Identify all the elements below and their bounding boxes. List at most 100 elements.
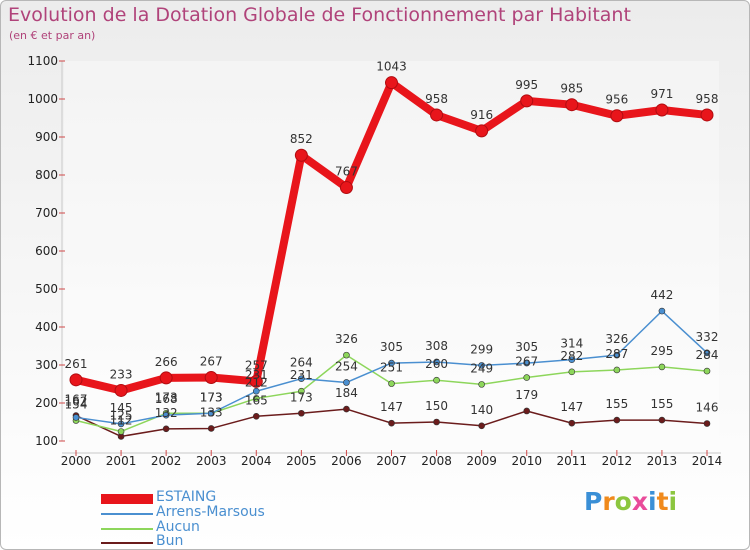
data-label: 168 xyxy=(155,392,178,406)
data-label: 326 xyxy=(335,332,358,346)
data-label: 260 xyxy=(425,357,448,371)
data-point xyxy=(298,387,305,395)
data-point xyxy=(343,405,350,413)
data-label: 267 xyxy=(515,355,538,369)
data-point xyxy=(388,359,395,367)
x-tick-label: 2014 xyxy=(692,454,723,468)
data-label: 212 xyxy=(245,375,268,389)
data-label: 249 xyxy=(470,361,493,375)
y-tick-label: 500 xyxy=(35,282,58,296)
data-label: 173 xyxy=(290,390,313,404)
data-point xyxy=(523,407,531,415)
data-label: 184 xyxy=(335,386,358,400)
x-tick-label: 2006 xyxy=(331,454,362,468)
data-point xyxy=(162,425,170,433)
y-tick-label: 1100 xyxy=(27,54,58,68)
data-label: 767 xyxy=(335,165,358,179)
data-label: 267 xyxy=(200,355,223,369)
data-label: 266 xyxy=(155,355,178,369)
data-label: 332 xyxy=(696,330,719,344)
legend-label: Arrens-Marsous xyxy=(156,504,265,520)
data-point xyxy=(252,412,260,420)
data-point xyxy=(117,420,125,428)
data-point xyxy=(430,108,444,122)
data-label: 155 xyxy=(605,397,628,411)
data-label: 145 xyxy=(110,401,133,415)
data-label: 852 xyxy=(290,132,313,146)
data-label: 261 xyxy=(65,357,88,371)
x-tick-label: 2009 xyxy=(466,454,497,468)
data-point xyxy=(613,351,621,359)
data-label: 147 xyxy=(380,400,403,414)
data-point xyxy=(388,419,395,427)
data-point xyxy=(72,414,80,421)
data-point xyxy=(252,387,260,395)
data-label: 305 xyxy=(515,340,538,354)
data-label: 995 xyxy=(515,78,538,92)
data-point xyxy=(478,422,485,430)
logo-letter: P xyxy=(584,487,603,516)
data-label: 308 xyxy=(425,339,448,353)
data-point xyxy=(703,420,711,427)
logo-letter: r xyxy=(602,487,615,516)
data-label: 971 xyxy=(650,87,673,101)
data-label: 282 xyxy=(560,349,583,363)
data-point xyxy=(339,181,353,195)
data-label: 985 xyxy=(560,82,583,96)
data-label: 162 xyxy=(65,394,88,408)
logo-letter: i xyxy=(648,487,657,516)
data-point xyxy=(207,409,215,417)
data-label: 958 xyxy=(425,92,448,106)
data-point xyxy=(343,379,350,386)
legend-label: Bun xyxy=(156,533,184,549)
data-point xyxy=(658,363,666,371)
y-tick-label: 400 xyxy=(35,320,58,334)
data-point xyxy=(655,103,669,117)
data-point xyxy=(700,108,714,122)
data-point xyxy=(385,76,398,90)
legend-label: Aucun xyxy=(156,519,200,535)
data-point xyxy=(568,419,576,427)
data-label: 147 xyxy=(560,400,583,414)
x-tick-label: 2005 xyxy=(286,454,317,468)
data-label: 254 xyxy=(335,359,358,373)
data-point xyxy=(252,395,260,402)
data-label: 233 xyxy=(110,367,133,381)
data-point xyxy=(162,411,170,419)
y-tick-label: 1000 xyxy=(27,92,58,106)
data-point xyxy=(433,358,440,366)
data-point xyxy=(294,148,308,162)
y-tick-label: 700 xyxy=(35,206,58,220)
data-label: 295 xyxy=(650,344,673,358)
data-label: 257 xyxy=(245,358,268,372)
data-point xyxy=(478,381,485,388)
data-point xyxy=(613,366,621,374)
data-point xyxy=(523,374,531,381)
chart-title: Evolution de la Dotation Globale de Fonc… xyxy=(8,4,631,26)
data-label: 133 xyxy=(200,405,223,419)
data-point xyxy=(565,98,579,112)
x-tick-label: 2013 xyxy=(647,454,678,468)
legend-label: ESTAING xyxy=(156,489,217,505)
x-tick-label: 2002 xyxy=(151,454,182,468)
x-tick-label: 2007 xyxy=(376,454,407,468)
data-point xyxy=(703,349,711,357)
x-tick-label: 2004 xyxy=(241,454,272,468)
data-point xyxy=(610,109,624,123)
data-label: 150 xyxy=(425,399,448,413)
x-tick-label: 2010 xyxy=(511,454,542,468)
data-point xyxy=(204,371,218,385)
data-point xyxy=(114,383,128,397)
data-label: 179 xyxy=(515,388,538,402)
data-point xyxy=(433,376,440,384)
x-tick-label: 2012 xyxy=(602,454,633,468)
y-tick-label: 900 xyxy=(35,130,58,144)
data-label: 299 xyxy=(470,342,493,356)
data-label: 916 xyxy=(470,108,493,122)
y-tick-label: 600 xyxy=(35,244,58,258)
data-point xyxy=(117,428,125,435)
data-label: 173 xyxy=(200,390,223,404)
data-label: 314 xyxy=(560,337,583,351)
